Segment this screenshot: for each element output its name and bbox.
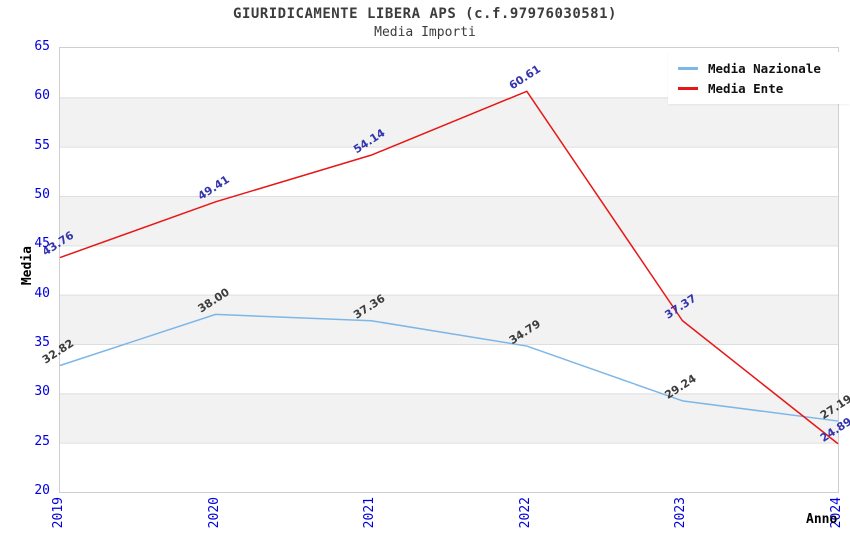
background-band	[60, 97, 838, 147]
background-band	[60, 196, 838, 246]
x-tick-label: 2022	[517, 497, 533, 529]
x-axis-title: Anno	[806, 512, 838, 527]
background-band	[60, 294, 838, 344]
y-tick-label: 55	[34, 137, 50, 153]
y-axis-title: Media	[20, 246, 35, 286]
y-tick-label: 25	[34, 433, 50, 449]
x-tick-label: 2019	[51, 497, 66, 529]
x-tick-label: 2023	[673, 497, 689, 529]
legend-label: Media Nazionale	[708, 60, 821, 76]
media-nazionale-line	[59, 313, 839, 422]
x-tick-label: 2021	[362, 497, 378, 529]
media-ente-line	[59, 90, 839, 445]
y-axis-tick-labels: 20 25 30 35 40 45 50 55 60 65	[0, 0, 50, 550]
legend-item: Media Ente	[678, 78, 850, 98]
x-tick-label: 2020	[206, 497, 222, 529]
y-tick-label: 45	[34, 236, 50, 252]
legend-swatch-icon	[678, 86, 698, 90]
legend: Media Nazionale Media Ente	[668, 52, 850, 104]
background-band	[60, 393, 838, 443]
y-tick-label: 65	[34, 39, 50, 54]
legend-swatch-icon	[678, 66, 698, 70]
y-tick-label: 50	[34, 187, 50, 202]
y-tick-label: 30	[34, 384, 50, 400]
y-tick-label: 40	[34, 285, 50, 301]
chart-subtitle: Media Importi	[374, 25, 476, 40]
y-tick-label: 60	[34, 88, 50, 104]
y-tick-label: 35	[34, 335, 50, 350]
y-tick-label: 20	[34, 483, 50, 498]
chart-title: GIURIDICAMENTE LIBERA APS (c.f.979760305…	[233, 6, 617, 22]
data-label: 60.61	[507, 62, 543, 92]
legend-label: Media Ente	[708, 80, 784, 96]
plot-area: 32.82 38.00 37.36 34.79 29.24 27.19 43.76 49.41…	[40, 47, 850, 493]
legend-item: Media Nazionale	[678, 58, 850, 78]
